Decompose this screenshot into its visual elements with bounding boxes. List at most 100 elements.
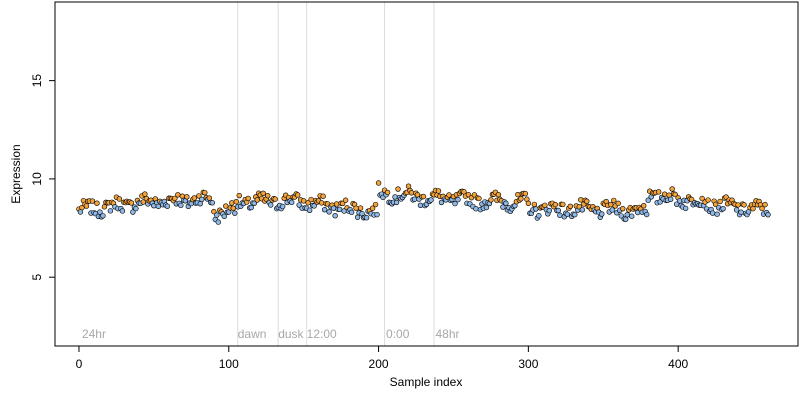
data-point (750, 205, 756, 212)
data-point (584, 198, 590, 204)
data-point (254, 197, 260, 203)
x-tick-label: 200 (369, 357, 389, 371)
data-point (645, 197, 651, 203)
data-point (332, 213, 338, 219)
annotation-label: 24hr (82, 327, 106, 341)
data-point (712, 201, 719, 208)
data-point (615, 200, 621, 207)
data-point (384, 189, 391, 196)
x-axis-title: Sample index (390, 375, 463, 389)
data-point (288, 199, 295, 206)
data-point (623, 216, 629, 222)
data-point (178, 202, 184, 209)
data-point (446, 192, 452, 198)
data-point (199, 196, 205, 203)
data-point (759, 205, 765, 212)
data-point (300, 198, 307, 204)
data-point (206, 195, 212, 201)
data-point (522, 190, 529, 197)
data-point (248, 204, 254, 211)
data-point (229, 200, 235, 206)
y-axis-title: Expression (9, 144, 23, 203)
data-point (83, 203, 90, 209)
data-point (245, 195, 251, 202)
data-point (130, 209, 136, 215)
data-point (184, 194, 190, 200)
data-point (676, 198, 683, 204)
data-point (318, 200, 325, 206)
data-point (709, 210, 716, 216)
data-point (503, 200, 509, 207)
data-point (232, 210, 238, 216)
data-point (369, 205, 376, 211)
data-point (417, 202, 424, 209)
y-tick-label: 5 (30, 274, 44, 281)
data-point (172, 195, 178, 202)
annotation-label: 0:00 (386, 327, 410, 341)
x-axis: 0 100 200 300 400 (76, 345, 688, 371)
x-tick-label: 100 (219, 357, 239, 371)
data-point (452, 200, 458, 207)
plot-frame (54, 1, 799, 347)
data-point (669, 186, 675, 192)
data-point (699, 195, 705, 202)
data-point (515, 191, 521, 198)
y-tick-label: 10 (30, 172, 44, 186)
data-point (661, 191, 668, 197)
data-point (342, 197, 349, 203)
data-point (500, 204, 506, 210)
data-point (495, 191, 502, 198)
y-tick-label: 15 (30, 74, 44, 88)
data-point (294, 192, 301, 198)
data-point (393, 199, 400, 206)
data-point (265, 192, 271, 199)
data-point (142, 191, 148, 197)
data-point (305, 200, 311, 206)
annotation-label: 48hr (435, 327, 459, 341)
data-point (682, 205, 689, 212)
data-point (473, 206, 479, 212)
data-point (438, 199, 445, 206)
shading-lines (237, 2, 435, 346)
data-point (552, 201, 559, 208)
data-point (336, 206, 343, 213)
data-point (77, 209, 84, 215)
x-tick-label: 300 (518, 357, 538, 371)
data-point (488, 197, 494, 203)
data-point (251, 200, 257, 207)
data-point (717, 198, 723, 205)
data-point (211, 208, 217, 215)
data-point (611, 197, 617, 204)
data-point (215, 219, 221, 225)
data-point (279, 203, 286, 210)
annotation-labels: 24hr dawn dusk 12:00 0:00 48hr (82, 327, 460, 341)
data-point (564, 211, 571, 217)
data-point (348, 209, 355, 216)
data-point (435, 188, 442, 194)
data-point (620, 205, 626, 212)
data-point (392, 194, 398, 200)
annotation-label: 12:00 (307, 327, 337, 341)
data-point (579, 207, 585, 213)
data-point (221, 213, 227, 220)
data-point (272, 196, 278, 202)
data-point (94, 200, 100, 206)
data-point (164, 203, 171, 209)
x-tick-label: 0 (76, 357, 83, 371)
data-point (107, 208, 114, 214)
data-point (644, 211, 650, 218)
data-point (191, 195, 198, 201)
data-point (667, 196, 674, 202)
data-point (202, 189, 208, 196)
data-point (140, 199, 147, 205)
data-point (555, 207, 562, 214)
data-point (483, 204, 490, 211)
data-point (578, 197, 584, 203)
data-point (557, 212, 563, 218)
data-point (599, 211, 605, 217)
data-point (738, 209, 744, 215)
data-point (531, 201, 538, 208)
data-point (629, 213, 635, 219)
data-point (230, 205, 236, 211)
